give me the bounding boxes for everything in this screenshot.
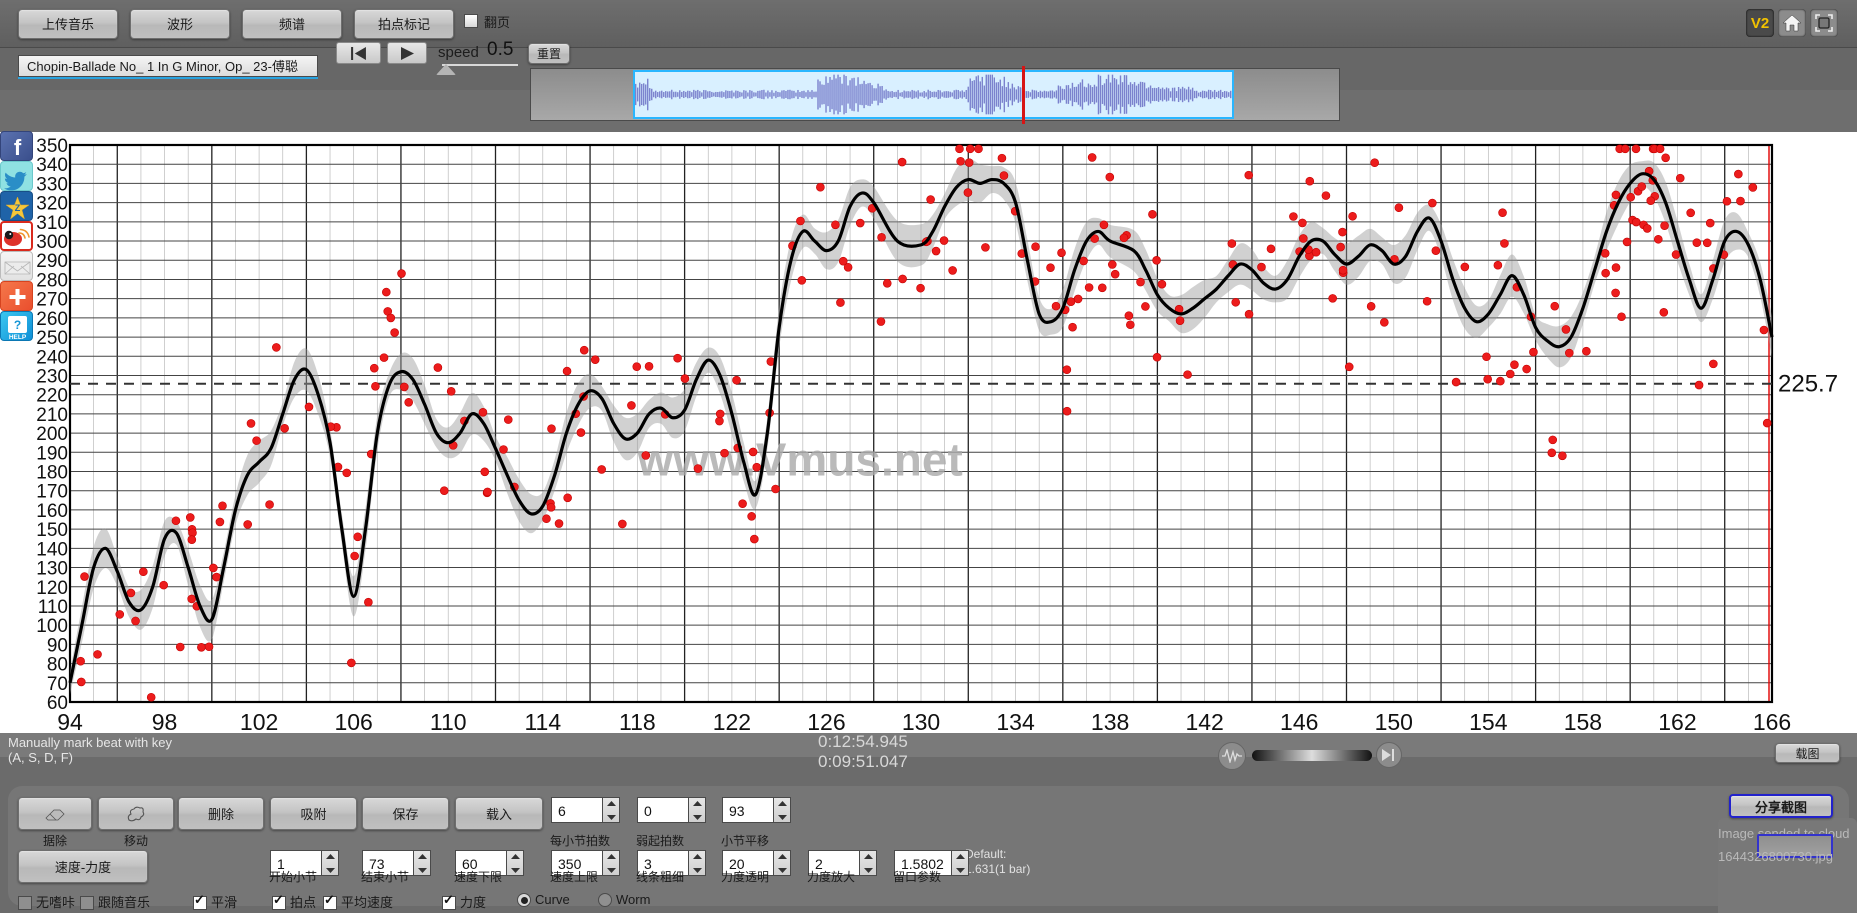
svg-text:142: 142	[1185, 709, 1223, 733]
svg-text:150: 150	[36, 520, 68, 541]
svg-text:280: 280	[36, 270, 68, 291]
svg-text:102: 102	[240, 709, 278, 733]
svg-text:162: 162	[1658, 709, 1696, 733]
svg-text:260: 260	[36, 309, 68, 330]
svg-text:118: 118	[619, 709, 656, 733]
svg-text:f: f	[14, 135, 22, 160]
svg-text:210: 210	[36, 405, 68, 426]
svg-text:300: 300	[36, 232, 68, 253]
svg-text:146: 146	[1280, 709, 1318, 733]
svg-text:134: 134	[996, 709, 1035, 733]
svg-text:290: 290	[36, 251, 68, 272]
svg-text:160: 160	[36, 501, 68, 522]
svg-text:190: 190	[36, 443, 68, 464]
svg-text:330: 330	[36, 174, 68, 195]
svg-text:154: 154	[1469, 709, 1508, 733]
svg-text:www.Vmus.net: www.Vmus.net	[636, 433, 962, 485]
svg-text:114: 114	[524, 709, 561, 733]
svg-text:90: 90	[47, 635, 68, 656]
svg-text:170: 170	[36, 482, 68, 503]
svg-text:220: 220	[36, 386, 68, 407]
svg-text:110: 110	[38, 597, 68, 618]
svg-text:166: 166	[1753, 709, 1791, 733]
svg-text:70: 70	[47, 674, 68, 695]
svg-text:130: 130	[36, 559, 68, 580]
svg-text:?: ?	[14, 318, 21, 332]
svg-text:150: 150	[1375, 709, 1413, 733]
svg-text:Z: Z	[15, 203, 21, 213]
svg-text:320: 320	[36, 194, 68, 215]
svg-text:158: 158	[1564, 709, 1602, 733]
svg-text:130: 130	[902, 709, 940, 733]
svg-text:94: 94	[57, 709, 83, 733]
svg-text:120: 120	[36, 578, 68, 599]
svg-text:340: 340	[36, 155, 68, 176]
svg-text:200: 200	[36, 424, 68, 445]
svg-text:98: 98	[152, 709, 178, 733]
svg-text:100: 100	[36, 616, 68, 637]
svg-text:110: 110	[430, 709, 467, 733]
svg-text:250: 250	[36, 328, 68, 349]
svg-text:HELP: HELP	[9, 334, 27, 341]
svg-text:240: 240	[36, 347, 68, 368]
svg-text:310: 310	[36, 213, 68, 234]
svg-text:122: 122	[713, 709, 751, 733]
svg-text:126: 126	[807, 709, 845, 733]
svg-text:138: 138	[1091, 709, 1129, 733]
svg-text:225.7: 225.7	[1778, 371, 1838, 398]
svg-text:80: 80	[47, 655, 68, 676]
svg-text:106: 106	[334, 709, 372, 733]
svg-text:270: 270	[36, 290, 68, 311]
svg-text:140: 140	[36, 539, 68, 560]
svg-text:230: 230	[36, 366, 68, 387]
svg-text:350: 350	[36, 136, 68, 157]
svg-text:180: 180	[36, 463, 68, 484]
